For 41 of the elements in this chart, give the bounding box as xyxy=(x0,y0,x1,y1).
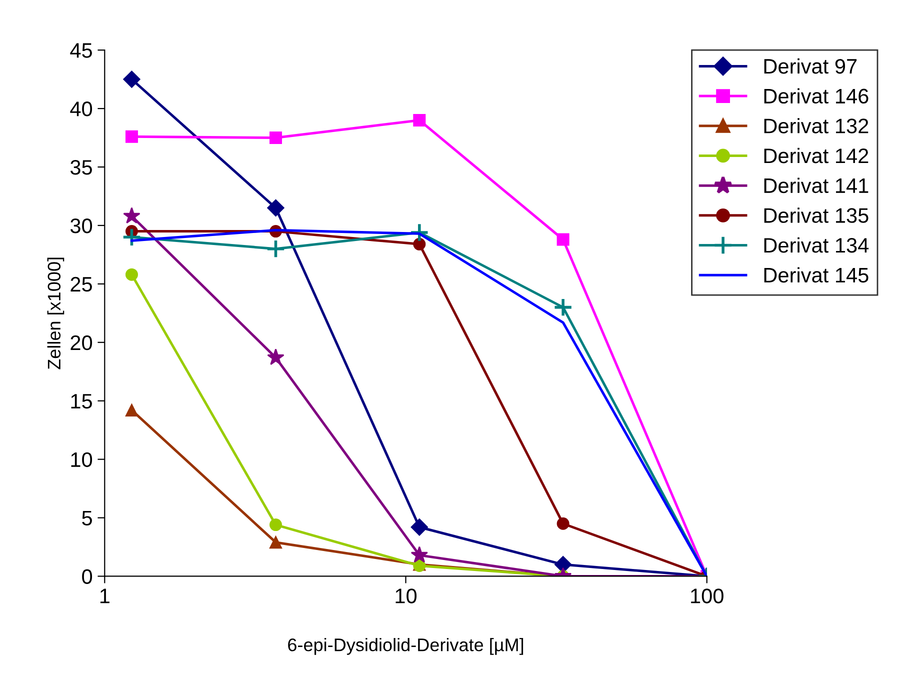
point xyxy=(410,518,428,536)
point xyxy=(556,233,570,246)
y-tick-label: 5 xyxy=(82,510,92,526)
x-tick-label: 10 xyxy=(396,588,417,604)
legend-label: Derivat 145 xyxy=(764,267,868,283)
point xyxy=(123,207,140,224)
legend-label: Derivat 141 xyxy=(764,178,868,194)
point xyxy=(125,130,138,143)
legend-label: Derivat 134 xyxy=(764,237,869,253)
point xyxy=(410,546,428,563)
point xyxy=(125,268,138,281)
y-axis-title: Zellen [x1000] xyxy=(47,258,64,370)
point xyxy=(413,114,426,126)
point xyxy=(267,348,284,366)
y-tick-label: 15 xyxy=(71,394,92,409)
point xyxy=(125,404,138,416)
y-tick-label: 25 xyxy=(70,276,92,292)
legend-label: Derivat 132 xyxy=(764,118,868,134)
x-axis-title: 6-epi-Dysidiolid-Derivate [µM] xyxy=(288,638,524,655)
point xyxy=(269,518,282,532)
y-tick-label: 20 xyxy=(70,335,92,350)
point xyxy=(266,239,286,259)
point xyxy=(267,199,284,216)
point xyxy=(123,70,140,88)
legend-label: Derivat 142 xyxy=(764,148,868,164)
point xyxy=(269,132,282,144)
legend-label: Derivat 97 xyxy=(764,58,857,74)
point xyxy=(553,298,573,318)
y-tick-label: 40 xyxy=(70,102,92,116)
point xyxy=(556,517,570,530)
y-tick-label: 0 xyxy=(82,569,92,584)
y-tick-label: 30 xyxy=(70,218,92,234)
y-tick-label: 45 xyxy=(70,43,92,58)
x-tick-label: 1 xyxy=(100,588,110,604)
point xyxy=(269,536,282,549)
y-tick-label: 35 xyxy=(70,160,92,175)
x-tick-label: 100 xyxy=(691,588,724,604)
legend-label: Derivat 135 xyxy=(764,208,868,223)
point xyxy=(413,238,426,250)
y-tick-label: 10 xyxy=(71,452,92,468)
legend-label: Derivat 146 xyxy=(764,88,868,104)
